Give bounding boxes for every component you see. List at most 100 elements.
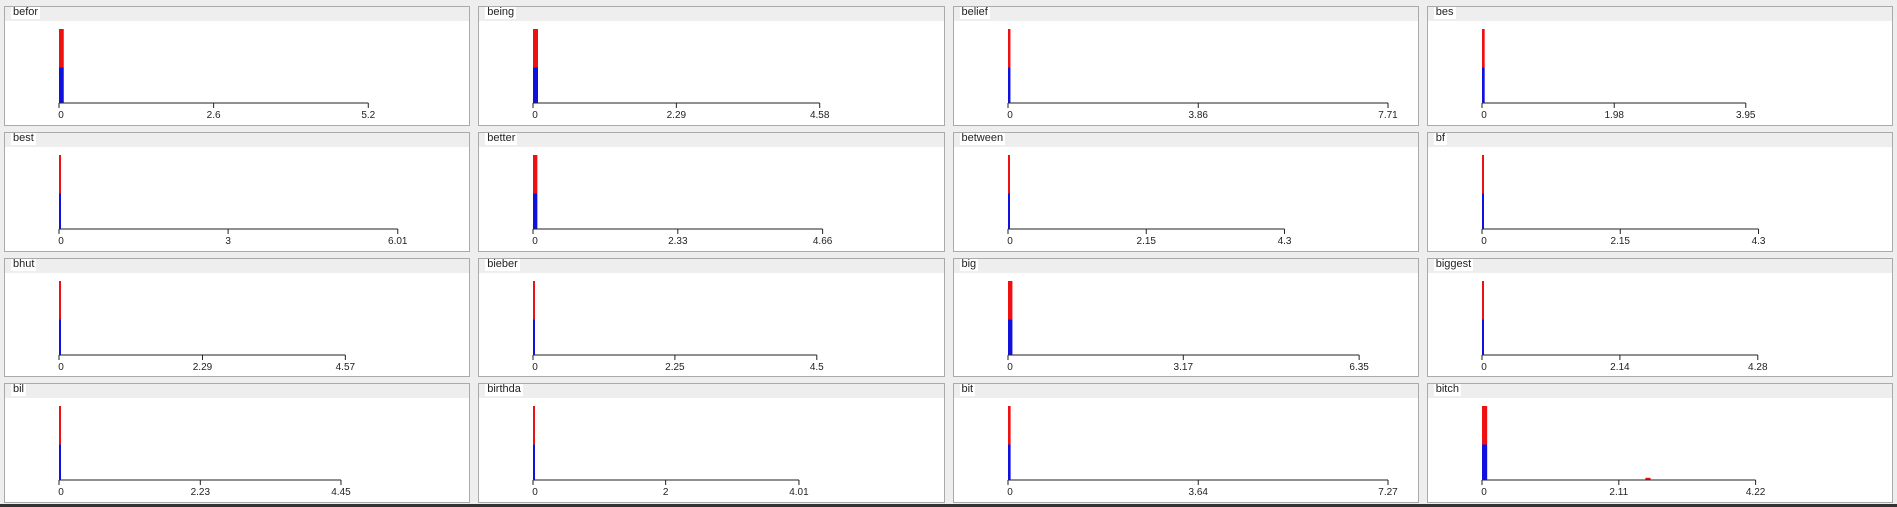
histogram-plot: 0 2.15 4.3 xyxy=(1007,154,1291,247)
x-tick-label: 2.14 xyxy=(1610,362,1630,373)
x-tick-label: 0 xyxy=(532,236,538,247)
x-tick-label: 2.6 xyxy=(207,110,221,121)
histogram-panel: bit 0 3.64 7.27 xyxy=(952,383,1419,503)
x-tick-label: 0 xyxy=(1007,236,1013,247)
histogram-panel: between 0 2.15 4.3 xyxy=(952,131,1419,252)
x-tick-label: 6.01 xyxy=(388,236,408,247)
histogram-plot: 0 3.86 7.71 xyxy=(1007,29,1398,121)
panel-title: between xyxy=(959,131,1006,145)
x-tick-label: 2.11 xyxy=(1609,487,1628,498)
x-tick-label: 0 xyxy=(1007,362,1013,373)
x-tick-label: 3.17 xyxy=(1173,362,1193,373)
panel-title: birthda xyxy=(485,383,523,397)
panel-title: befor xyxy=(11,6,41,19)
histogram-plot: 0 2.23 4.45 xyxy=(58,406,351,498)
histogram-plot: 0 2.29 4.57 xyxy=(58,280,356,373)
histogram-panel: bitch 0 2.11 4.22 xyxy=(1426,383,1893,503)
bar-segment-lower xyxy=(1007,67,1010,103)
x-tick-label: 7.27 xyxy=(1378,487,1398,498)
panel-header xyxy=(1427,132,1892,147)
panel-header xyxy=(479,384,944,399)
histogram-plot: 0 2.14 4.28 xyxy=(1481,280,1768,373)
x-tick-label: 3.64 xyxy=(1188,487,1208,498)
histogram-panel: birthda 0 2 4.01 xyxy=(478,383,945,503)
x-tick-label: 4.57 xyxy=(336,362,356,373)
x-tick-label: 0 xyxy=(1481,487,1487,498)
x-tick-label: 4.28 xyxy=(1748,362,1768,373)
bar-segment-lower xyxy=(1481,318,1484,355)
bar-segment-lower xyxy=(533,67,539,103)
panel-title: bit xyxy=(959,383,976,397)
x-tick-label: 0 xyxy=(58,362,64,373)
bar-segment-lower xyxy=(1481,444,1487,481)
bar-segment-upper xyxy=(1481,406,1487,445)
panel-header xyxy=(479,258,944,273)
panel-header xyxy=(479,132,944,147)
histogram-panel: belief 0 3.86 7.71 xyxy=(952,6,1419,126)
bar-segment-upper xyxy=(59,280,61,319)
x-tick-label: 0 xyxy=(1481,362,1487,373)
bar-segment-lower xyxy=(59,444,61,481)
histogram-plot: 0 2.33 4.66 xyxy=(532,154,833,247)
x-tick-label: 0 xyxy=(1481,236,1487,247)
bar-segment-upper xyxy=(1007,154,1010,194)
bar-segment-upper xyxy=(59,154,61,194)
x-tick-label: 0 xyxy=(532,487,538,498)
bar-segment-lower xyxy=(1007,444,1011,481)
panel-header xyxy=(5,7,470,21)
panel-title: belief xyxy=(959,6,990,19)
bar-segment-upper xyxy=(533,29,539,68)
histogram-panel: befor 0 2.6 5.2 xyxy=(4,6,471,126)
x-tick-label: 0 xyxy=(58,236,64,247)
x-tick-label: 2 xyxy=(663,487,669,498)
x-tick-label: 3.86 xyxy=(1188,110,1208,121)
panel-header xyxy=(1427,258,1892,273)
bar-segment-lower xyxy=(533,193,538,229)
x-tick-label: 0 xyxy=(1007,110,1013,121)
bar-segment-lower xyxy=(59,193,61,229)
x-tick-label: 4.3 xyxy=(1751,236,1765,247)
x-tick-label: 0 xyxy=(58,110,64,121)
histogram-plot: 0 2 4.01 xyxy=(532,406,809,498)
x-tick-label: 7.71 xyxy=(1378,110,1398,121)
panel-title: bf xyxy=(1433,131,1447,145)
histogram-panel: being 0 2.29 4.58 xyxy=(478,6,945,126)
histogram-plot: 0 2.29 4.58 xyxy=(532,29,830,121)
x-tick-label: 5.2 xyxy=(361,110,375,121)
x-tick-label: 2.29 xyxy=(193,362,213,373)
histogram-plot: 0 2.11 4.22 xyxy=(1481,406,1766,498)
histogram-panel: bil 0 2.23 4.45 xyxy=(4,383,471,503)
panel-header xyxy=(953,7,1418,21)
x-tick-label: 1.98 xyxy=(1604,110,1624,121)
panel-title: biggest xyxy=(1433,257,1474,271)
histogram-panel: bieber 0 2.25 4.5 xyxy=(478,257,945,378)
histogram-plot: 0 1.98 3.95 xyxy=(1481,29,1756,121)
bar-segment-upper xyxy=(59,29,64,68)
panel-header xyxy=(953,384,1418,399)
bar-segment-lower xyxy=(533,444,536,481)
bar-segment-lower xyxy=(59,318,61,355)
panel-header xyxy=(479,7,944,21)
histogram-panel: bhut 0 2.29 4.57 xyxy=(4,257,471,378)
panel-header xyxy=(5,132,470,147)
x-tick-label: 4.01 xyxy=(789,487,809,498)
bar-segment-lower xyxy=(1481,67,1485,103)
panel-title: big xyxy=(959,257,979,271)
bar-segment-upper xyxy=(1645,478,1651,481)
histogram-plot: 0 3.17 6.35 xyxy=(1007,280,1369,373)
x-tick-label: 0 xyxy=(532,362,538,373)
bar-segment-upper xyxy=(1481,154,1484,194)
histogram-plot: 0 3.64 7.27 xyxy=(1007,406,1398,498)
x-tick-label: 6.35 xyxy=(1349,362,1369,373)
bar-segment-upper xyxy=(533,154,538,194)
x-tick-label: 2.15 xyxy=(1136,236,1156,247)
histogram-panel: better 0 2.33 4.66 xyxy=(478,131,945,252)
panel-header xyxy=(5,258,470,273)
bar-segment-upper xyxy=(1007,29,1010,68)
panel-header xyxy=(1427,7,1892,21)
panel-title: bil xyxy=(11,383,27,397)
bar-segment-lower xyxy=(1007,318,1012,355)
panel-title: better xyxy=(485,131,518,145)
x-tick-label: 4.22 xyxy=(1746,487,1766,498)
